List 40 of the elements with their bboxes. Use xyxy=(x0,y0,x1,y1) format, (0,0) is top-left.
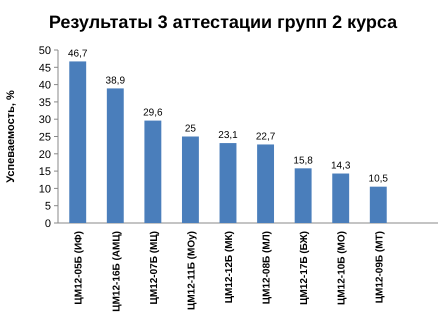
y-tick-label: 20 xyxy=(38,148,51,161)
y-tick-label: 10 xyxy=(38,183,51,196)
y-tick-label: 40 xyxy=(38,80,51,92)
data-label: 14,3 xyxy=(330,160,351,172)
data-label: 10,5 xyxy=(368,174,388,185)
y-tick-label: 50 xyxy=(38,45,51,57)
bar xyxy=(220,143,236,223)
data-label: 25 xyxy=(184,124,196,134)
x-tick-label: ЦМ12-05Б (ИФ) xyxy=(74,231,85,305)
x-tick-label: ЦМ12-11Б (МОу) xyxy=(186,231,198,310)
data-label: 38,9 xyxy=(106,75,126,86)
bar xyxy=(182,136,199,223)
data-label: 15,8 xyxy=(293,155,314,166)
y-tick-label: 30 xyxy=(38,114,51,126)
data-label: 22,7 xyxy=(256,131,276,142)
bar xyxy=(257,144,274,223)
y-tick-label: 15 xyxy=(38,166,51,178)
y-tick-label: 45 xyxy=(38,62,51,74)
data-label: 23,1 xyxy=(218,130,238,142)
x-tick-label: ЦМ12-12Б (МК) xyxy=(224,231,235,304)
bar xyxy=(144,120,162,223)
x-tick-label: ЦМ12-16Б (АМЦ) xyxy=(111,231,122,312)
y-tick-label: 35 xyxy=(38,96,51,109)
x-tick-label: ЦМ12-08Б (МЛ) xyxy=(262,231,273,304)
data-label: 46,7 xyxy=(68,48,88,60)
x-tick-label: ЦМ12-07Б (МЦ) xyxy=(148,231,160,304)
bar xyxy=(370,186,387,223)
data-label: 29,6 xyxy=(143,108,164,119)
x-tick-label: ЦМ12-09Б (МТ) xyxy=(374,231,386,304)
bar xyxy=(106,88,124,223)
bar xyxy=(69,61,86,223)
y-tick-label: 5 xyxy=(44,200,51,213)
y-tick-label: 25 xyxy=(38,132,51,144)
x-tick-label: ЦМ12-17Б (БЖ) xyxy=(299,231,310,305)
y-axis-title: Успеваемость, % xyxy=(5,90,17,183)
x-tick-label: ЦМ12-10Б (МО) xyxy=(336,231,348,305)
y-tick-label: 0 xyxy=(44,218,51,230)
chart-title: Результаты 3 аттестации групп 2 курса xyxy=(48,12,398,32)
bar xyxy=(332,174,350,223)
bar xyxy=(294,168,312,223)
